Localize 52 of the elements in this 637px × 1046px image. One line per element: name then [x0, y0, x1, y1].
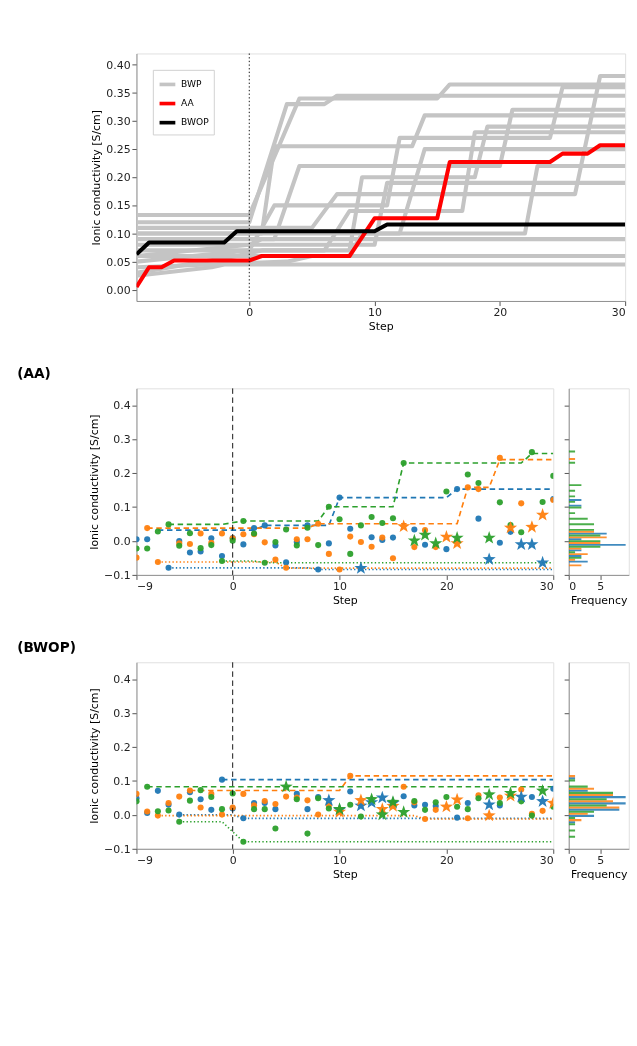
y-tick-label: 0.05 [106, 255, 131, 269]
y-tick-label: 0.1 [113, 775, 131, 789]
y-tick-label: 0.4 [113, 673, 131, 687]
x-tick-label: 10 [368, 306, 383, 320]
y-tick-label: 0.00 [106, 283, 131, 297]
y-tick-label: 0.25 [106, 143, 131, 157]
y-tick-label: 0.3 [113, 433, 131, 447]
x-tick-label: 30 [539, 853, 554, 867]
x-axis-title: Frequency [571, 593, 628, 607]
x-tick-label: 30 [539, 579, 554, 593]
x-tick-label: 30 [611, 306, 626, 320]
y-tick-label: 0.0 [113, 809, 131, 823]
x-tick-label: 0 [246, 306, 254, 320]
x-tick-label: −9 [136, 579, 154, 593]
x-axis-title: Frequency [571, 867, 628, 881]
y-axis-title: Ionic conductivity [S/cm] [89, 110, 103, 246]
x-axis-title: Step [332, 867, 358, 881]
chart-title: (BWOP) [17, 638, 76, 655]
y-axis-title: Ionic conductivity [S/cm] [87, 688, 101, 824]
y-tick-label: 0.15 [106, 199, 131, 213]
x-tick-label: 5 [597, 853, 605, 867]
x-tick-label: 20 [439, 579, 454, 593]
x-tick-label: 10 [333, 853, 347, 867]
y-tick-label: 0.2 [113, 741, 131, 755]
y-tick-label: 0.4 [113, 399, 131, 413]
x-tick-label: 0 [569, 579, 577, 593]
legend-label: BWOP [181, 117, 210, 128]
x-tick-label: 10 [333, 579, 347, 593]
x-tick-label: 20 [439, 853, 454, 867]
x-tick-label: 20 [493, 306, 508, 320]
x-axis-title: Step [368, 319, 394, 333]
x-tick-label: 0 [229, 853, 237, 867]
y-tick-label: −0.1 [104, 569, 131, 583]
y-tick-label: 0.10 [106, 227, 131, 241]
y-tick-label: 0.3 [113, 707, 131, 721]
x-axis-title: Step [332, 593, 358, 607]
x-tick-label: 0 [229, 579, 237, 593]
y-tick-label: 0.20 [106, 171, 131, 185]
y-tick-label: 0.1 [113, 501, 131, 515]
y-tick-label: 0.30 [106, 115, 131, 129]
chart-title: (AA) [17, 364, 51, 381]
x-tick-label: 5 [597, 579, 605, 593]
legend-label: AA [181, 98, 195, 109]
y-tick-label: 0.35 [106, 86, 131, 100]
y-tick-label: 0.0 [113, 535, 131, 549]
legend-label: BWP [181, 79, 202, 90]
y-axis-title: Ionic conductivity [S/cm] [87, 414, 101, 550]
y-tick-label: −0.1 [104, 842, 131, 856]
x-tick-label: 0 [569, 853, 577, 867]
y-tick-label: 0.40 [106, 58, 131, 72]
x-tick-label: −9 [136, 853, 154, 867]
y-tick-label: 0.2 [113, 467, 131, 481]
